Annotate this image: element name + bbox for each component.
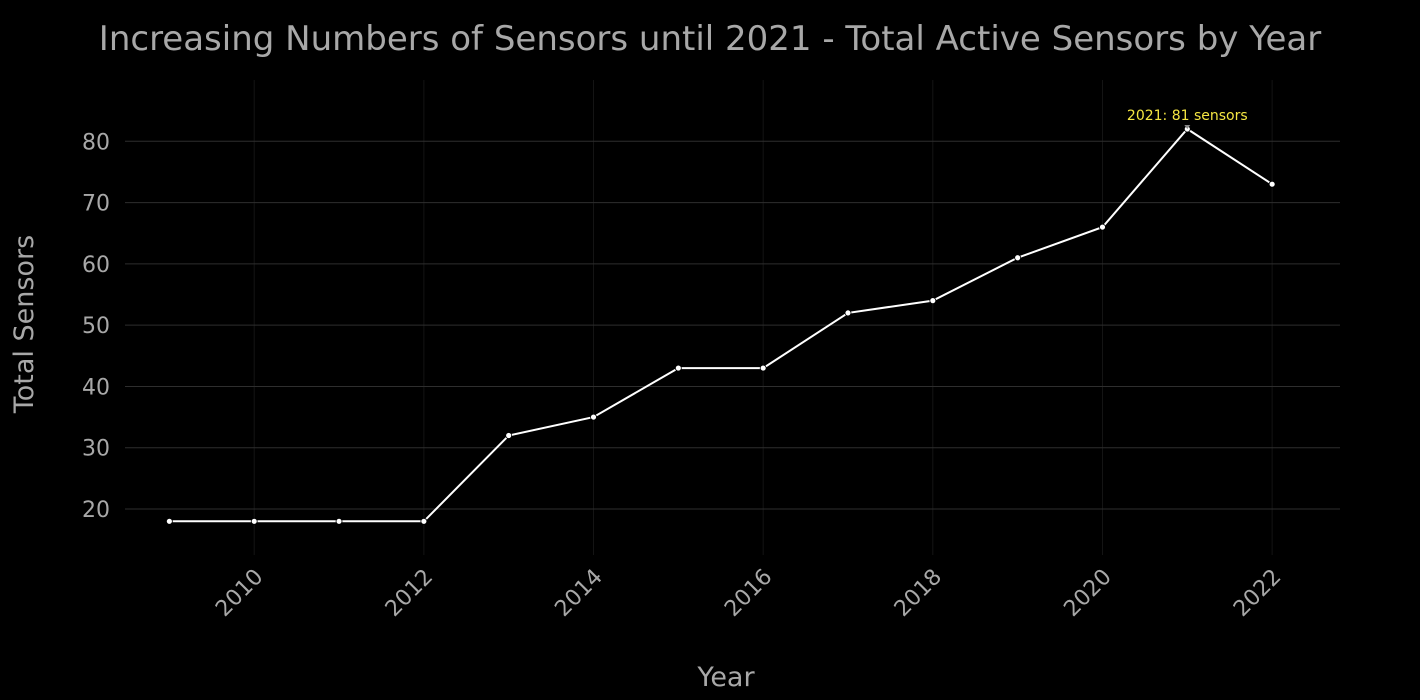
y-tick-label-50: 50 <box>82 314 110 339</box>
y-tick-label-70: 70 <box>82 192 110 217</box>
data-point-2022 <box>1268 180 1276 188</box>
vertical-gridlines <box>253 80 1273 555</box>
data-points <box>165 125 1276 525</box>
data-point-2020 <box>1099 223 1106 231</box>
data-point-2018 <box>929 297 937 305</box>
peak-annotation: 2021: 81 sensors <box>1127 108 1248 124</box>
y-tick-label-60: 60 <box>82 253 110 278</box>
x-axis-title: Year <box>696 662 755 693</box>
y-tick-label-30: 30 <box>82 437 110 462</box>
data-point-2014 <box>590 413 597 421</box>
data-point-2010 <box>250 517 258 525</box>
chart-title: Increasing Numbers of Sensors until 2021… <box>99 19 1321 59</box>
y-axis-title: Total Sensors <box>9 235 40 414</box>
data-point-2015 <box>674 364 682 372</box>
horizontal-gridlines <box>125 140 1340 510</box>
data-point-2016 <box>759 364 767 372</box>
data-point-2011 <box>335 517 343 525</box>
data-point-2009 <box>165 517 173 525</box>
data-point-2013 <box>505 432 513 439</box>
data-point-2019 <box>1014 254 1022 262</box>
data-point-2012 <box>420 517 428 525</box>
y-tick-label-20: 20 <box>82 498 110 523</box>
annotation-arrow <box>1184 125 1191 130</box>
y-tick-labels: 20 30 40 50 60 70 80 <box>82 130 110 523</box>
y-tick-label-80: 80 <box>82 130 110 155</box>
data-point-2017 <box>844 309 852 317</box>
series-line-total-sensors <box>169 127 1273 523</box>
y-tick-label-40: 40 <box>82 375 110 400</box>
